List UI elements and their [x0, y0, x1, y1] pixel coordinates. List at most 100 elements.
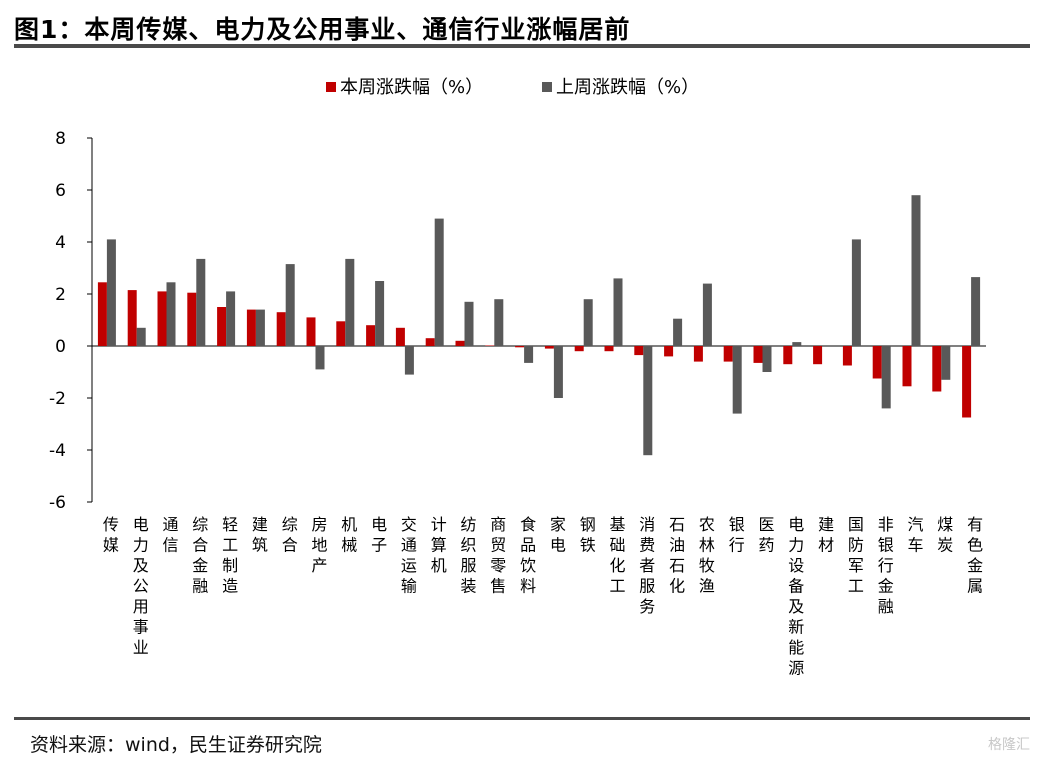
footer-divider — [14, 717, 1030, 720]
x-tick-label: 轻工制造 — [222, 515, 238, 596]
watermark-logo: 格隆汇 — [988, 737, 1030, 753]
bar-this-week-29 — [962, 346, 972, 418]
x-tick-label: 电力设备及新能源 — [788, 515, 804, 678]
bar-last-week-28 — [941, 346, 951, 380]
bar-this-week-18 — [634, 346, 644, 356]
bar-this-week-28 — [932, 346, 942, 392]
x-tick-label: 电力及公用事业 — [133, 515, 149, 657]
bar-last-week-1 — [136, 327, 146, 346]
y-tick-label: -2 — [49, 389, 66, 409]
bar-this-week-24 — [813, 346, 823, 365]
x-tick-label: 交通运输 — [401, 515, 417, 596]
y-tick-label: 4 — [55, 233, 66, 253]
x-tick-label: 纺织服装 — [460, 515, 476, 596]
title-divider — [14, 44, 1030, 48]
x-tick-label: 非银行金融 — [878, 515, 894, 616]
bar-last-week-4 — [226, 291, 236, 346]
x-tick-label: 计算机 — [431, 515, 447, 575]
bar-last-week-15 — [553, 346, 563, 398]
x-tick-label: 石油石化 — [669, 515, 685, 596]
bar-last-week-20 — [702, 283, 712, 346]
x-tick-label: 煤炭 — [937, 515, 953, 555]
bar-this-week-11 — [425, 338, 435, 346]
bar-last-week-27 — [911, 195, 921, 346]
x-tick-label: 通信 — [162, 515, 178, 555]
y-tick-label: 6 — [55, 181, 66, 201]
bar-this-week-0 — [97, 282, 107, 346]
bar-last-week-10 — [404, 346, 414, 375]
bar-this-week-3 — [187, 292, 197, 346]
bar-last-week-11 — [434, 218, 444, 346]
bar-last-week-22 — [762, 346, 772, 372]
bar-last-week-5 — [255, 309, 265, 346]
x-tick-label: 家电 — [550, 515, 566, 555]
bar-this-week-4 — [217, 307, 227, 346]
bar-this-week-19 — [664, 346, 674, 357]
x-tick-label: 综合金融 — [192, 515, 208, 596]
bar-last-week-12 — [464, 301, 474, 346]
x-tick-label: 汽车 — [907, 515, 923, 555]
bar-last-week-19 — [673, 318, 683, 346]
legend-label-this-week: 本周涨跌幅（%） — [340, 77, 483, 98]
x-tick-label: 综合 — [282, 515, 298, 555]
bar-this-week-16 — [574, 346, 584, 352]
y-tick-label: -6 — [49, 493, 66, 513]
bar-last-week-18 — [643, 346, 653, 456]
bar-this-week-25 — [842, 346, 852, 366]
bar-this-week-8 — [336, 321, 346, 346]
x-tick-label: 商贸零售 — [490, 515, 506, 596]
bar-this-week-15 — [544, 346, 554, 349]
bar-this-week-22 — [753, 346, 763, 363]
legend-swatch-last-week — [542, 82, 552, 92]
bar-last-week-16 — [583, 299, 593, 346]
x-tick-label: 医药 — [758, 515, 774, 555]
bar-this-week-10 — [395, 327, 405, 346]
bar-this-week-1 — [127, 290, 137, 346]
page-title: 图1：本周传媒、电力及公用事业、通信行业涨幅居前 — [14, 15, 631, 44]
y-tick-label: -4 — [49, 441, 66, 461]
bar-this-week-20 — [693, 346, 703, 362]
bar-last-week-6 — [285, 264, 295, 346]
bar-this-week-27 — [902, 346, 912, 387]
x-tick-label: 房地产 — [311, 515, 327, 575]
bar-this-week-17 — [604, 346, 614, 352]
x-tick-label: 食品饮料 — [520, 515, 536, 596]
bar-last-week-3 — [196, 258, 206, 346]
y-tick-label: 8 — [55, 129, 66, 149]
bar-this-week-5 — [246, 309, 256, 346]
bar-last-week-7 — [315, 346, 325, 370]
x-tick-label: 有色金属 — [967, 515, 983, 596]
bar-last-week-21 — [732, 346, 742, 414]
x-tick-label: 机械 — [341, 515, 357, 555]
bar-last-week-8 — [345, 258, 355, 346]
bar-this-week-2 — [157, 291, 167, 346]
legend-label-last-week: 上周涨跌幅（%） — [556, 77, 699, 98]
bar-this-week-21 — [723, 346, 733, 362]
bar-this-week-6 — [276, 312, 286, 346]
bar-this-week-9 — [366, 325, 376, 346]
source-note: 资料来源：wind，民生证券研究院 — [30, 734, 322, 756]
legend-swatch-this-week — [326, 82, 336, 92]
y-tick-label: 0 — [55, 337, 66, 357]
bar-last-week-13 — [494, 299, 504, 346]
bar-this-week-14 — [515, 346, 525, 348]
x-tick-label: 建材 — [818, 515, 834, 555]
bar-this-week-12 — [455, 340, 465, 346]
bar-last-week-23 — [792, 342, 802, 346]
x-tick-label: 国防军工 — [848, 515, 864, 596]
bar-last-week-29 — [971, 277, 981, 346]
x-tick-label: 农林牧渔 — [699, 515, 715, 596]
x-tick-label: 电子 — [371, 515, 387, 555]
x-tick-label: 消费者服务 — [639, 515, 655, 616]
x-tick-label: 银行 — [729, 515, 745, 555]
bar-last-week-26 — [881, 346, 891, 409]
bar-this-week-13 — [485, 345, 495, 346]
bar-last-week-17 — [613, 278, 623, 346]
bar-last-week-25 — [851, 239, 861, 346]
bar-this-week-26 — [872, 346, 882, 379]
bar-this-week-23 — [783, 346, 793, 365]
bar-this-week-7 — [306, 317, 316, 346]
y-tick-label: 2 — [55, 285, 66, 305]
x-tick-label: 基础化工 — [609, 515, 625, 596]
